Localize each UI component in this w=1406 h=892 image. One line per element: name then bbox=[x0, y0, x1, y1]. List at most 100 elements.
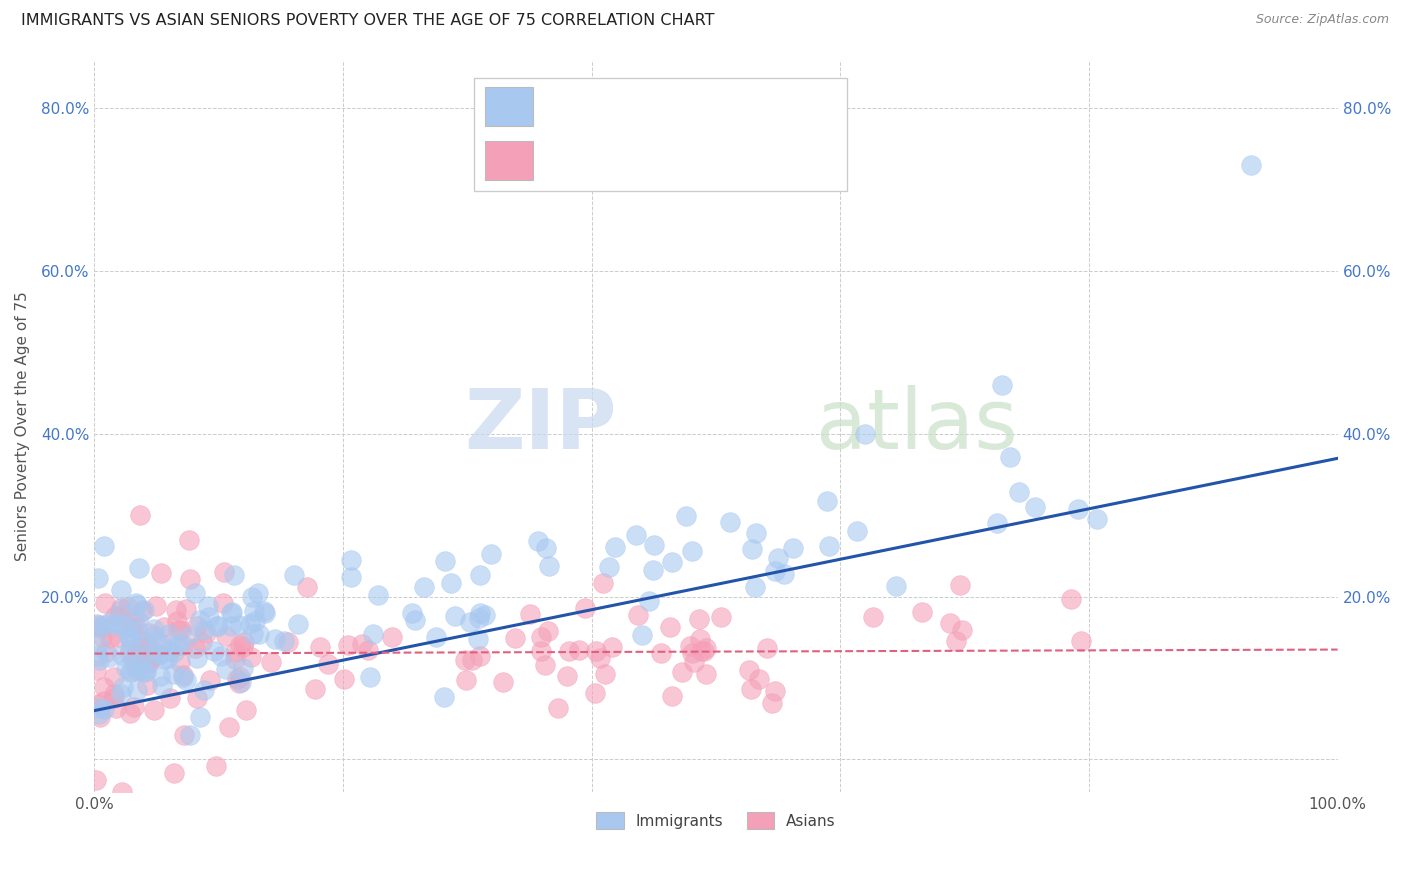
Point bbox=[308, 640, 330, 654]
Point bbox=[659, 620, 682, 634]
Point bbox=[135, 677, 157, 691]
Point bbox=[260, 655, 283, 669]
Point bbox=[89, 710, 111, 724]
Point bbox=[134, 665, 156, 680]
Point bbox=[215, 629, 238, 643]
Point bbox=[94, 596, 117, 610]
Point bbox=[695, 640, 717, 655]
Point bbox=[637, 593, 659, 607]
Point bbox=[86, 648, 108, 663]
Point bbox=[277, 635, 299, 649]
Point bbox=[287, 616, 309, 631]
Point bbox=[1067, 502, 1090, 516]
Point bbox=[165, 603, 187, 617]
Point bbox=[593, 666, 616, 681]
Point bbox=[169, 655, 191, 669]
Point bbox=[204, 644, 226, 658]
Point bbox=[567, 642, 589, 657]
Point bbox=[120, 665, 142, 680]
Point bbox=[91, 620, 114, 634]
Point bbox=[815, 494, 838, 508]
Point bbox=[589, 651, 612, 665]
Point bbox=[136, 652, 159, 666]
Point bbox=[939, 615, 962, 630]
Point bbox=[547, 701, 569, 715]
Point bbox=[527, 533, 550, 548]
Point bbox=[740, 681, 762, 696]
Point bbox=[110, 600, 132, 615]
Point bbox=[689, 643, 711, 657]
Point bbox=[93, 693, 115, 707]
Point bbox=[145, 599, 167, 613]
Point bbox=[143, 628, 166, 642]
Point bbox=[243, 615, 266, 629]
Point bbox=[138, 656, 160, 670]
Point bbox=[228, 676, 250, 690]
Point bbox=[86, 697, 108, 711]
Point bbox=[110, 603, 132, 617]
Point bbox=[444, 608, 467, 623]
Point bbox=[574, 600, 596, 615]
Point bbox=[163, 765, 186, 780]
Point bbox=[186, 619, 208, 633]
Point bbox=[183, 640, 205, 655]
Point bbox=[125, 682, 148, 697]
Point bbox=[219, 618, 242, 632]
Point bbox=[689, 632, 711, 646]
Point bbox=[122, 700, 145, 714]
Point bbox=[96, 644, 118, 658]
Point bbox=[224, 651, 246, 665]
Point bbox=[440, 575, 463, 590]
Point bbox=[98, 615, 121, 629]
Point bbox=[122, 620, 145, 634]
Point bbox=[146, 633, 169, 648]
Point bbox=[149, 566, 172, 581]
Point bbox=[165, 638, 187, 652]
Point bbox=[120, 643, 142, 657]
Point bbox=[401, 607, 423, 621]
Point bbox=[229, 670, 252, 684]
Point bbox=[333, 672, 356, 686]
Point bbox=[205, 759, 228, 773]
Point bbox=[304, 682, 326, 697]
Point bbox=[741, 542, 763, 557]
Point bbox=[519, 607, 541, 621]
Point bbox=[763, 564, 786, 578]
Point bbox=[224, 568, 246, 582]
Point bbox=[745, 526, 768, 541]
Point bbox=[367, 588, 389, 602]
Point bbox=[945, 633, 967, 648]
Point bbox=[404, 613, 426, 627]
Point bbox=[537, 558, 560, 573]
Point bbox=[240, 591, 263, 605]
Point bbox=[359, 670, 381, 684]
Point bbox=[425, 630, 447, 644]
Point bbox=[761, 696, 783, 710]
Point bbox=[225, 672, 247, 686]
Point bbox=[98, 631, 121, 645]
Point bbox=[772, 567, 794, 582]
Text: ZIP: ZIP bbox=[464, 385, 617, 467]
Point bbox=[911, 605, 934, 619]
Point bbox=[744, 580, 766, 594]
Point bbox=[110, 785, 132, 799]
Point bbox=[219, 606, 242, 620]
Point bbox=[197, 599, 219, 613]
Point bbox=[688, 612, 710, 626]
Point bbox=[229, 638, 252, 652]
Point bbox=[128, 508, 150, 523]
Point bbox=[318, 657, 340, 672]
Point bbox=[1024, 500, 1046, 514]
Point bbox=[172, 638, 194, 652]
Point bbox=[170, 623, 193, 637]
Point bbox=[215, 662, 238, 676]
Point bbox=[110, 617, 132, 632]
Point bbox=[235, 703, 257, 717]
Point bbox=[530, 630, 553, 644]
Point bbox=[682, 655, 704, 669]
Point bbox=[468, 648, 491, 663]
Point bbox=[454, 653, 477, 667]
Point bbox=[583, 686, 606, 700]
Point bbox=[671, 665, 693, 679]
Point bbox=[209, 648, 232, 663]
